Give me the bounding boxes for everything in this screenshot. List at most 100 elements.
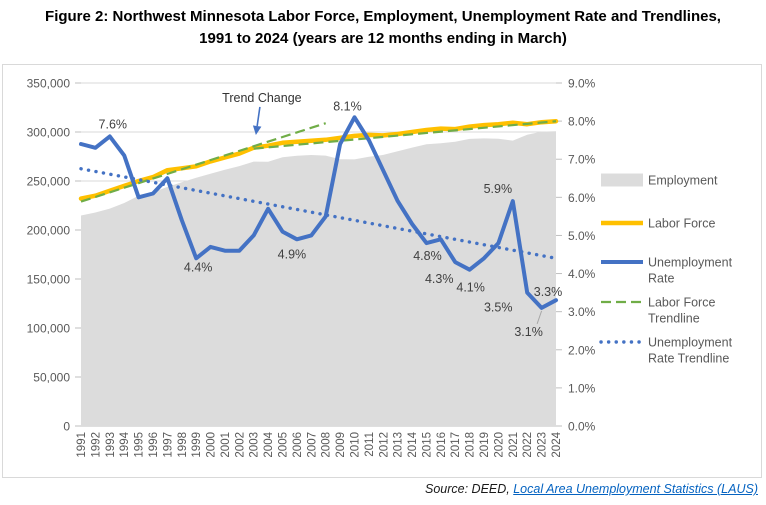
x-axis-year-label: 2012	[378, 432, 390, 458]
legend-swatch-employment-area	[601, 173, 643, 187]
data-point-labels: 7.6% 4.4% 4.9% 8.1% 4.8% 4.3%4.1% 5.9% 3.5%3.1%…	[99, 99, 563, 339]
x-axis-year-label: 1992	[90, 432, 102, 458]
right-axis-label: 2.0%	[568, 343, 596, 357]
legend-item-labor-force-trendline: Labor Force Trendline	[601, 296, 715, 326]
data-point-label: 4.1%	[456, 281, 485, 295]
left-axis-label: 150,000	[27, 273, 71, 287]
x-axis-year-label: 1997	[162, 432, 174, 458]
labor-force-trendline	[80, 122, 327, 203]
data-point-label: 4.4%	[184, 260, 213, 274]
right-axis-label: 1.0%	[568, 381, 596, 395]
legend-label: Rate Trendline	[648, 352, 729, 366]
x-axis-year-label: 1996	[148, 432, 160, 458]
legend-label: Employment	[648, 174, 718, 188]
x-axis-year-label: 2019	[479, 432, 491, 458]
data-point-label: 3.1%	[514, 325, 543, 339]
left-axis-label: 0	[63, 420, 70, 434]
left-axis-label: 300,000	[27, 126, 71, 140]
chart-title: Figure 2: Northwest Minnesota Labor Forc…	[0, 6, 766, 50]
legend: Employment Labor Force Unemployment Rate Lab…	[599, 173, 733, 366]
data-point-label: 5.9%	[484, 182, 513, 196]
data-point-label: 4.8%	[413, 249, 442, 263]
data-point-label: 3.3%	[534, 285, 563, 299]
right-axis-label: 9.0%	[568, 77, 596, 91]
x-axis-year-label: 1998	[177, 432, 189, 458]
x-axis-year-label: 1995	[134, 432, 146, 458]
x-axis-year-label: 2020	[493, 432, 505, 458]
x-axis-year-label: 2004	[263, 431, 275, 457]
x-axis-year-label: 2018	[465, 432, 477, 458]
data-point-label: 7.6%	[99, 117, 128, 131]
employment-area-series	[81, 131, 556, 427]
x-axis-year-label: 2006	[292, 432, 304, 458]
chart-canvas: 350,000 300,000 250,000 200,000 150,000 100,0…	[27, 77, 733, 458]
x-axis-year-label: 2013	[393, 432, 405, 458]
x-axis-year-label: 2008	[321, 432, 333, 458]
left-axis-label: 50,000	[33, 371, 70, 385]
data-point-label: 4.3%	[425, 272, 454, 286]
x-axis-year-label: 2005	[278, 432, 290, 458]
x-axis-year-label: 2021	[508, 432, 520, 458]
right-axis-label: 8.0%	[568, 115, 596, 129]
data-point-label: 3.5%	[484, 301, 513, 315]
source-line: Source: DEED, Local Area Unemployment St…	[425, 482, 758, 496]
x-axis-year-label: 2016	[436, 432, 448, 458]
x-axis-year-label: 2022	[522, 432, 534, 458]
data-point-label: 8.1%	[333, 99, 362, 113]
labor-force-trendline	[253, 120, 557, 150]
legend-label: Labor Force	[648, 296, 715, 310]
source-link[interactable]: Local Area Unemployment Statistics (LAUS…	[513, 482, 758, 496]
y-axis-left-labels: 350,000 300,000 250,000 200,000 150,000 100,0…	[27, 77, 71, 434]
legend-label: Unemployment	[648, 336, 733, 350]
unemployment-rate-trendline	[79, 167, 558, 261]
left-axis-label: 200,000	[27, 224, 71, 238]
x-axis-year-label: 2002	[234, 432, 246, 458]
x-axis-year-label: 2003	[249, 432, 261, 458]
labor-force-line-series	[78, 118, 559, 201]
x-axis-year-label: 2011	[364, 432, 376, 457]
chart-title-line1: Figure 2: Northwest Minnesota Labor Forc…	[45, 8, 721, 25]
unemployment-rate-line-series	[79, 115, 558, 310]
x-axis-year-label: 2024	[551, 431, 563, 457]
x-axis-year-label: 2023	[537, 432, 549, 458]
legend-item-labor-force: Labor Force	[601, 217, 715, 231]
label-leader-line	[536, 310, 543, 325]
left-axis-label: 100,000	[27, 322, 71, 336]
x-axis-year-label: 2009	[335, 432, 347, 458]
legend-item-unemployment-rate-trendline: Unemployment Rate Trendline	[599, 336, 733, 366]
chart-title-line2: 1991 to 2024 (years are 12 months ending…	[199, 30, 567, 47]
axis-ticks	[75, 82, 562, 427]
y-axis-right-labels: 9.0% 8.0% 7.0% 6.0% 5.0% 4.0% 3.0% 2.0% 1.0% 0.0%	[568, 77, 596, 434]
left-axis-label: 350,000	[27, 77, 71, 91]
x-axis-year-label: 2007	[306, 432, 318, 458]
data-point-label: 4.9%	[278, 247, 307, 261]
x-axis-year-label: 1999	[191, 432, 203, 458]
right-axis-label: 5.0%	[568, 229, 596, 243]
left-axis-label: 250,000	[27, 175, 71, 189]
source-prefix: Source: DEED,	[424, 482, 514, 496]
x-axis-year-label: 2010	[349, 432, 361, 458]
trend-change-arrow-line	[256, 106, 261, 127]
x-axis-year-label: 2014	[407, 431, 419, 457]
trend-change-arrowhead	[252, 125, 262, 135]
trend-change-label: Trend Change	[222, 91, 301, 105]
x-axis-labels: 1991 1992 1993 1994 1995 1996 1997 1998 1999 2000…	[76, 431, 563, 457]
legend-label: Rate	[648, 272, 674, 286]
x-axis-year-label: 1991	[76, 432, 88, 458]
right-axis-label: 4.0%	[568, 267, 596, 281]
x-axis-year-label: 2001	[220, 432, 232, 458]
x-axis-year-label: 2015	[421, 432, 433, 458]
chart-area: 350,000 300,000 250,000 200,000 150,000 100,0…	[2, 64, 762, 478]
x-axis-year-label: 2017	[450, 432, 462, 458]
x-axis-year-label: 1994	[119, 431, 131, 457]
right-axis-label: 6.0%	[568, 191, 596, 205]
right-axis-label: 0.0%	[568, 420, 596, 434]
x-axis-year-label: 2000	[206, 432, 218, 458]
right-axis-label: 7.0%	[568, 153, 596, 167]
legend-label: Labor Force	[648, 217, 715, 231]
trend-change-annotation: Trend Change	[222, 91, 302, 135]
x-axis-year-label: 1993	[105, 432, 117, 458]
legend-item-employment: Employment	[601, 173, 718, 188]
legend-label: Trendline	[648, 312, 700, 326]
